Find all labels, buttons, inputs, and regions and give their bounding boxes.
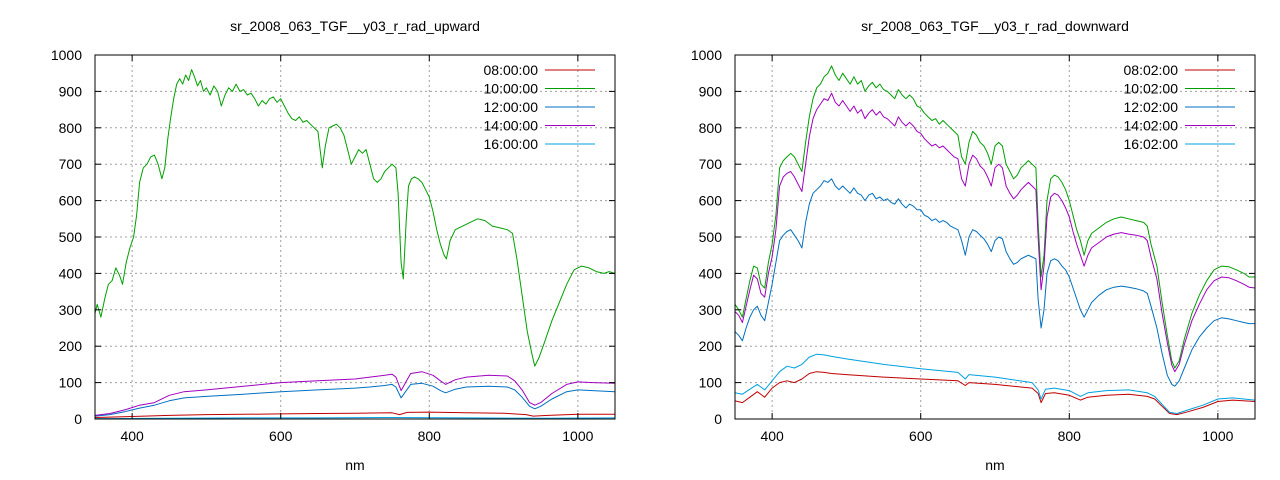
y-tick-label: 900 <box>699 83 723 99</box>
y-tick-label: 800 <box>59 120 83 136</box>
chart-1: 400 600 800 1000 0 100 200 300 400 500 600 700 800 90… <box>51 18 616 473</box>
legend-label-3: 12:02:00 <box>1124 99 1179 115</box>
y-tick-label: 800 <box>699 120 723 136</box>
y-tick-label: 400 <box>59 265 83 281</box>
y-tick-label: 600 <box>59 193 83 209</box>
chart-title: sr_2008_063_TGF__y03_r_rad_downward <box>861 18 1129 34</box>
x-tick-label: 800 <box>1058 428 1082 444</box>
y-tick-label: 100 <box>699 375 723 391</box>
x-axis-label: nm <box>985 457 1004 473</box>
chart-title: sr_2008_063_TGF__y03_r_rad_upward <box>230 18 480 34</box>
y-tick-label: 200 <box>59 338 83 354</box>
y-tick-label: 600 <box>699 193 723 209</box>
legend-label-1: 08:02:00 <box>1124 62 1179 78</box>
legend-label-2: 10:00:00 <box>484 81 539 97</box>
y-tick-label: 900 <box>59 83 83 99</box>
y-tick-label: 1000 <box>51 47 82 63</box>
y-tick-label: 300 <box>59 302 83 318</box>
x-axis-label: nm <box>345 457 364 473</box>
series-group <box>95 69 615 419</box>
series-group <box>735 65 1255 416</box>
y-tick-label: 700 <box>699 156 723 172</box>
y-tick-label: 0 <box>714 411 722 427</box>
y-tick-label: 0 <box>74 411 82 427</box>
y-tick-label: 700 <box>59 156 83 172</box>
y-tick-label: 500 <box>699 229 723 245</box>
series-line-1 <box>735 371 1255 416</box>
series-line-2 <box>735 65 1255 369</box>
y-tick-label: 400 <box>699 265 723 281</box>
legend-label-5: 16:00:00 <box>484 136 539 152</box>
x-tick-label: 400 <box>760 428 784 444</box>
legend-label-5: 16:02:00 <box>1124 136 1179 152</box>
series-line-3 <box>95 382 615 417</box>
y-tick-label: 500 <box>59 229 83 245</box>
y-tick-label: 1000 <box>691 47 722 63</box>
legend-label-2: 10:02:00 <box>1124 81 1179 97</box>
series-line-5 <box>735 353 1255 414</box>
x-tick-label: 600 <box>909 428 933 444</box>
y-tick-label: 200 <box>699 338 723 354</box>
series-line-2 <box>95 69 615 367</box>
legend-label-1: 08:00:00 <box>484 62 539 78</box>
y-tick-label: 100 <box>59 375 83 391</box>
x-tick-label: 1000 <box>1202 428 1233 444</box>
chart-2: 400 600 800 1000 0 100 200 300 400 500 600 700 800 90… <box>691 18 1256 473</box>
x-tick-label: 1000 <box>562 428 593 444</box>
series-line-3 <box>735 178 1255 387</box>
series-line-4 <box>95 371 615 416</box>
series-line-5 <box>95 417 615 419</box>
x-tick-label: 800 <box>418 428 442 444</box>
y-tick-label: 300 <box>699 302 723 318</box>
legend-label-3: 12:00:00 <box>484 99 539 115</box>
legend-label-4: 14:02:00 <box>1124 118 1179 134</box>
legend-label-4: 14:00:00 <box>484 118 539 134</box>
x-tick-label: 600 <box>269 428 293 444</box>
x-tick-label: 400 <box>120 428 144 444</box>
series-line-1 <box>95 411 615 418</box>
series-line-4 <box>735 92 1255 373</box>
